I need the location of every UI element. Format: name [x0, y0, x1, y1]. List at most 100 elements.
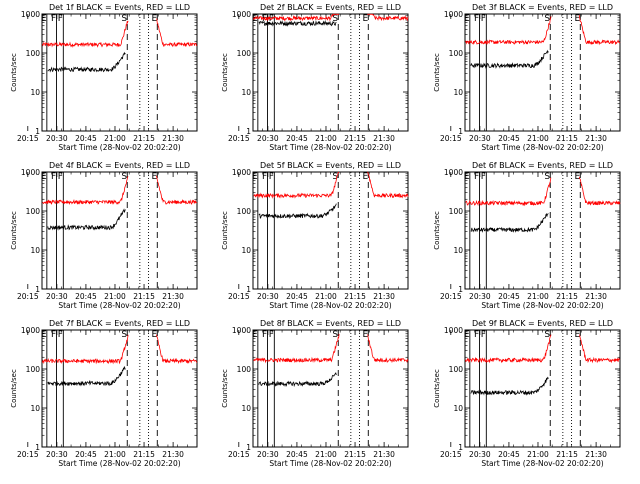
- x-tick-label: 20:45: [498, 450, 520, 459]
- y-tick-label: 1000: [21, 168, 40, 177]
- marker-label: E: [464, 330, 470, 340]
- x-tick-label: 20:15: [440, 292, 462, 301]
- marker-label: F: [51, 172, 56, 182]
- y-tick-label: 1000: [232, 10, 251, 19]
- x-tick-label: 20:45: [498, 292, 520, 301]
- marker-label: F: [262, 330, 267, 340]
- x-tick-label: 21:15: [133, 292, 155, 301]
- y-axis-label: Counts/sec: [221, 211, 229, 250]
- x-tick-label: 21:30: [162, 134, 184, 143]
- x-tick-label: 21:30: [585, 134, 607, 143]
- x-axis-label: Start Time (28-Nov-02 20:02:20): [58, 301, 180, 310]
- y-tick-label: 100: [26, 207, 41, 216]
- panel-det-5: Det 5f BLACK = Events, RED = LLD 1 10 100 10…: [221, 161, 409, 310]
- y-tick-label: 1: [246, 443, 251, 452]
- y-tick-label: 100: [237, 207, 252, 216]
- y-tick-label: 1000: [444, 168, 463, 177]
- x-axis-label: Start Time (28-Nov-02 20:02:20): [269, 459, 391, 468]
- x-tick-label: 20:30: [469, 292, 491, 301]
- events-series: [258, 372, 337, 388]
- lld-series-post: [367, 334, 409, 364]
- panel-det-8: Det 8f BLACK = Events, RED = LLD 1 10 100 10…: [221, 319, 409, 468]
- x-tick-label: 20:45: [498, 134, 520, 143]
- panel-title: Det 6f BLACK = Events, RED = LLD: [472, 161, 613, 170]
- panel-det-1: Det 1f BLACK = Events, RED = LLD 1 10 100 10…: [10, 3, 198, 152]
- y-axis-label: Counts/sec: [10, 53, 18, 92]
- y-axis-label: Counts/sec: [433, 53, 441, 92]
- x-tick-label: 21:30: [373, 450, 395, 459]
- x-tick-label: 21:00: [104, 450, 126, 459]
- marker-label: E: [362, 172, 368, 182]
- lld-series-post: [367, 171, 409, 199]
- y-tick-label: 100: [237, 49, 252, 58]
- marker-label: E: [41, 330, 47, 340]
- marker-label: S: [544, 330, 550, 340]
- y-tick-label: 1: [35, 443, 40, 452]
- x-tick-label: 21:30: [373, 292, 395, 301]
- lld-series: [465, 16, 552, 45]
- y-tick-label: 100: [449, 207, 464, 216]
- marker-label: E: [151, 330, 157, 340]
- lld-series-post: [156, 18, 198, 48]
- marker-label: F: [269, 330, 274, 340]
- x-axis-label: Start Time (28-Nov-02 20:02:20): [481, 459, 603, 468]
- marker-label: F: [269, 172, 274, 182]
- events-series: [258, 19, 337, 27]
- marker-label: F: [474, 14, 479, 24]
- marker-label: E: [41, 14, 47, 24]
- y-tick-label: 10: [241, 246, 251, 255]
- y-tick-label: 1000: [21, 10, 40, 19]
- y-tick-label: 10: [453, 404, 463, 413]
- x-axis-label: Start Time (28-Nov-02 20:02:20): [481, 301, 603, 310]
- y-tick-label: 1000: [444, 10, 463, 19]
- y-axis-label: Counts/sec: [221, 369, 229, 408]
- marker-label: F: [481, 14, 486, 24]
- y-tick-label: 1000: [232, 168, 251, 177]
- lld-series-post: [367, 13, 409, 22]
- lld-series: [465, 334, 552, 364]
- panel-title: Det 3f BLACK = Events, RED = LLD: [472, 3, 613, 12]
- marker-label: F: [58, 172, 63, 182]
- x-tick-label: 20:30: [46, 292, 68, 301]
- y-axis-label: Counts/sec: [10, 211, 18, 250]
- x-tick-label: 20:30: [469, 134, 491, 143]
- x-tick-label: 21:15: [556, 450, 578, 459]
- x-tick-label: 20:15: [228, 450, 250, 459]
- events-series: [470, 376, 549, 396]
- panel-title: Det 7f BLACK = Events, RED = LLD: [49, 319, 190, 328]
- lld-series-post: [578, 176, 621, 206]
- x-tick-label: 20:15: [440, 134, 462, 143]
- panel-title: Det 2f BLACK = Events, RED = LLD: [260, 3, 401, 12]
- marker-label: S: [544, 14, 550, 24]
- panel-title: Det 1f BLACK = Events, RED = LLD: [49, 3, 190, 12]
- plot-frame: [41, 329, 198, 448]
- x-tick-label: 21:30: [585, 450, 607, 459]
- x-axis-label: Start Time (28-Nov-02 20:02:20): [269, 301, 391, 310]
- panel-title: Det 4f BLACK = Events, RED = LLD: [49, 161, 190, 170]
- marker-label: F: [262, 172, 267, 182]
- y-axis-label: Counts/sec: [221, 53, 229, 92]
- marker-label: S: [332, 172, 338, 182]
- x-tick-label: 21:00: [527, 292, 549, 301]
- marker-label: E: [362, 14, 368, 24]
- x-tick-label: 20:45: [75, 134, 97, 143]
- lld-series: [253, 13, 340, 22]
- y-tick-label: 100: [26, 365, 41, 374]
- x-tick-label: 20:30: [46, 134, 68, 143]
- panel-det-7: Det 7f BLACK = Events, RED = LLD 1 10 100 10…: [10, 319, 198, 468]
- lld-series: [253, 171, 340, 199]
- marker-label: F: [58, 330, 63, 340]
- x-tick-label: 20:15: [17, 134, 39, 143]
- plot-frame: [252, 13, 409, 132]
- x-tick-label: 20:30: [469, 450, 491, 459]
- x-tick-label: 21:15: [344, 450, 366, 459]
- y-tick-label: 100: [26, 49, 41, 58]
- y-tick-label: 10: [30, 88, 40, 97]
- x-tick-label: 21:00: [104, 134, 126, 143]
- events-series: [47, 365, 126, 387]
- plot-frame: [41, 13, 198, 132]
- marker-label: F: [51, 14, 56, 24]
- y-tick-label: 10: [241, 404, 251, 413]
- marker-label: F: [58, 14, 63, 24]
- events-series: [258, 203, 337, 219]
